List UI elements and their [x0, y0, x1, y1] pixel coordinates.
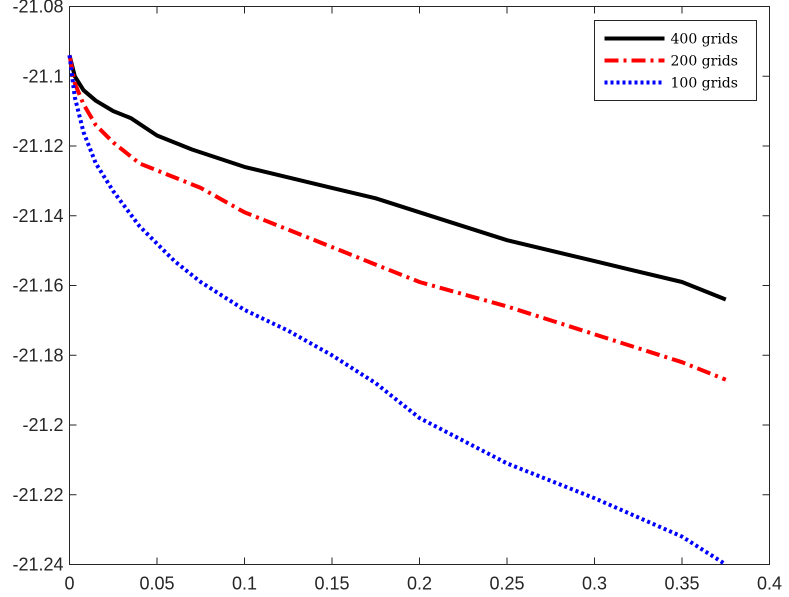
legend: 400 grids 200 grids 100 grids [594, 20, 757, 101]
y-tick-label: -21.08 [12, 0, 63, 17]
series-line-400-grids [67, 54, 727, 302]
legend-label: 400 grids [671, 32, 738, 48]
x-tick-label: 0.1 [232, 574, 257, 594]
x-tick-label: 0 [64, 574, 74, 594]
y-tick-label: -21.2 [22, 415, 63, 435]
series-layer [67, 54, 727, 567]
legend-label: 100 grids [671, 76, 738, 92]
y-tick-label: -21.18 [12, 345, 63, 365]
x-tick-label: 0.05 [139, 574, 174, 594]
x-tick-label: 0.35 [664, 574, 699, 594]
y-tick-label: -21.14 [12, 206, 63, 226]
y-tick-label: -21.12 [12, 136, 63, 156]
series-line-200-grids [67, 54, 727, 382]
y-tick-label: -21.24 [12, 555, 63, 575]
x-tick-label: 0.2 [407, 574, 432, 594]
x-tick-label: 0.4 [757, 574, 782, 594]
axis-ticks: 0 0.05 0.1 0.15 0.2 0.25 0.3 0.35 0.4 -21.24 -21.2… [12, 0, 782, 594]
y-tick-label: -21.16 [12, 276, 63, 296]
y-tick-label: -21.22 [12, 485, 63, 505]
x-tick-label: 0.15 [314, 574, 349, 594]
legend-box [594, 20, 757, 101]
legend-label: 200 grids [671, 54, 738, 70]
x-tick-label: 0.25 [489, 574, 524, 594]
x-tick-label: 0.3 [582, 574, 607, 594]
y-tick-label: -21.1 [22, 66, 63, 86]
